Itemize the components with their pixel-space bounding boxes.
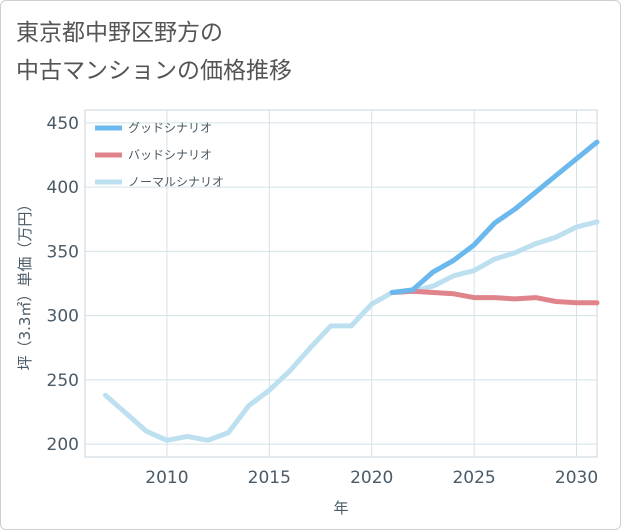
- legend-label-3: ノーマルシナリオ: [128, 175, 224, 189]
- y-tick-label: 200: [47, 435, 79, 455]
- series-line-2: [389, 288, 600, 306]
- y-tick-label: 250: [47, 371, 79, 391]
- x-tick-label: 2010: [145, 468, 188, 488]
- y-axis-title: 坪（3.3㎡）単価（万円）: [16, 197, 34, 371]
- y-tick-label: 350: [47, 242, 79, 262]
- grid: [84, 109, 598, 458]
- x-tick-label: 2030: [555, 468, 598, 488]
- legend-label-2: バッドシナリオ: [128, 148, 212, 162]
- chart-title-line-2: 中古マンションの価格推移: [16, 58, 292, 84]
- series-lines: [103, 139, 600, 443]
- series-line-1: [389, 139, 600, 295]
- x-tick-label: 2025: [452, 468, 495, 488]
- y-tick-label: 300: [47, 307, 79, 327]
- plot-area-border: [84, 109, 598, 458]
- axes: 2010 2015 2020 2025 2030 200 250 300 350 400 450: [47, 114, 599, 488]
- y-tick-label: 400: [47, 178, 79, 198]
- chart-title-line-1: 東京都中野区野方の: [16, 20, 223, 46]
- x-tick-label: 2015: [248, 468, 291, 488]
- chart-title: 東京都中野区野方の 中古マンションの価格推移: [16, 14, 292, 90]
- legend-label-1: グッドシナリオ: [128, 121, 212, 135]
- x-axis-title: 年: [333, 499, 348, 517]
- x-tick-label: 2020: [350, 468, 393, 488]
- series-line-3: [103, 219, 600, 443]
- y-tick-label: 450: [47, 114, 79, 134]
